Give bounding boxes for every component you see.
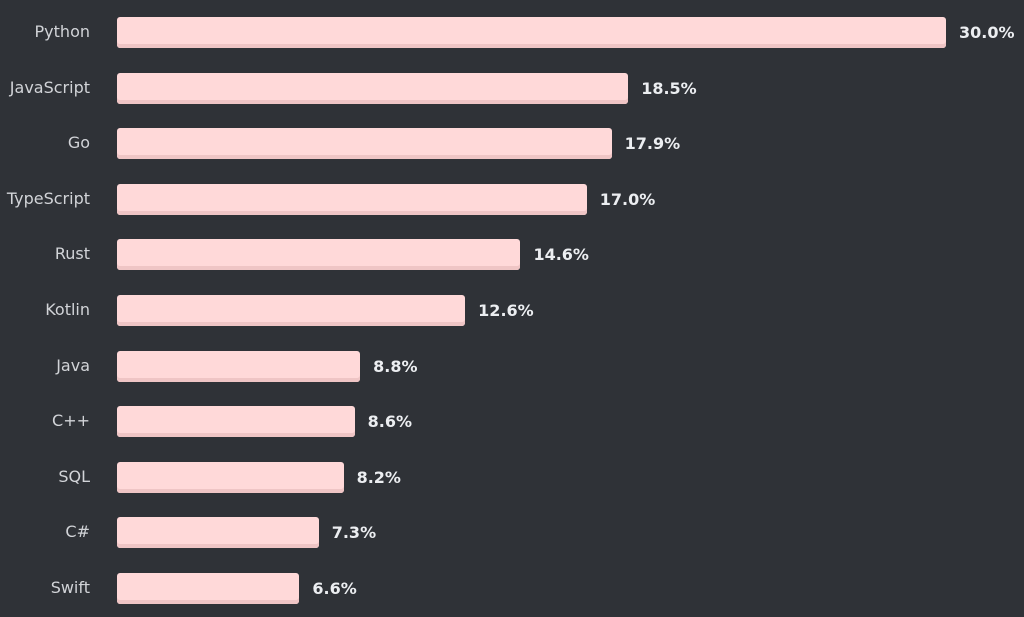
category-label: Go: [67, 133, 90, 153]
value-label: 8.6%: [367, 412, 413, 432]
value-label: 6.6%: [312, 579, 357, 598]
category-label: Kotlin: [45, 300, 90, 319]
bar-javascript: [117, 72, 629, 104]
category-label: SQL: [58, 466, 90, 486]
bar-sql: [117, 461, 344, 493]
bar-c-: [117, 517, 319, 549]
category-label: Python: [34, 22, 90, 41]
category-label: C#: [65, 522, 90, 542]
value-label: 12.6%: [478, 301, 534, 320]
category-label: Rust: [54, 244, 90, 264]
value-label: 17.9%: [624, 134, 681, 154]
bar-go: [117, 128, 612, 160]
category-label: JavaScript: [9, 77, 90, 97]
value-label: 7.3%: [331, 523, 377, 543]
category-label: TypeScript: [6, 188, 90, 208]
bar-c-: [117, 406, 355, 438]
value-label: 17.0%: [599, 189, 656, 209]
value-label: 30.0%: [959, 23, 1015, 42]
value-label: 18.5%: [641, 78, 697, 98]
bar-java: [117, 350, 361, 382]
category-label: Swift: [50, 578, 90, 597]
bar-rust: [117, 239, 521, 271]
bar-swift: [117, 573, 300, 604]
category-label: Java: [56, 355, 90, 375]
bar-kotlin: [117, 295, 466, 326]
value-label: 14.6%: [533, 245, 589, 265]
category-label: C++: [52, 411, 90, 431]
value-label: 8.8%: [373, 356, 418, 376]
bar-python: [117, 17, 946, 48]
bar-typescript: [117, 183, 587, 215]
value-label: 8.2%: [356, 467, 401, 487]
